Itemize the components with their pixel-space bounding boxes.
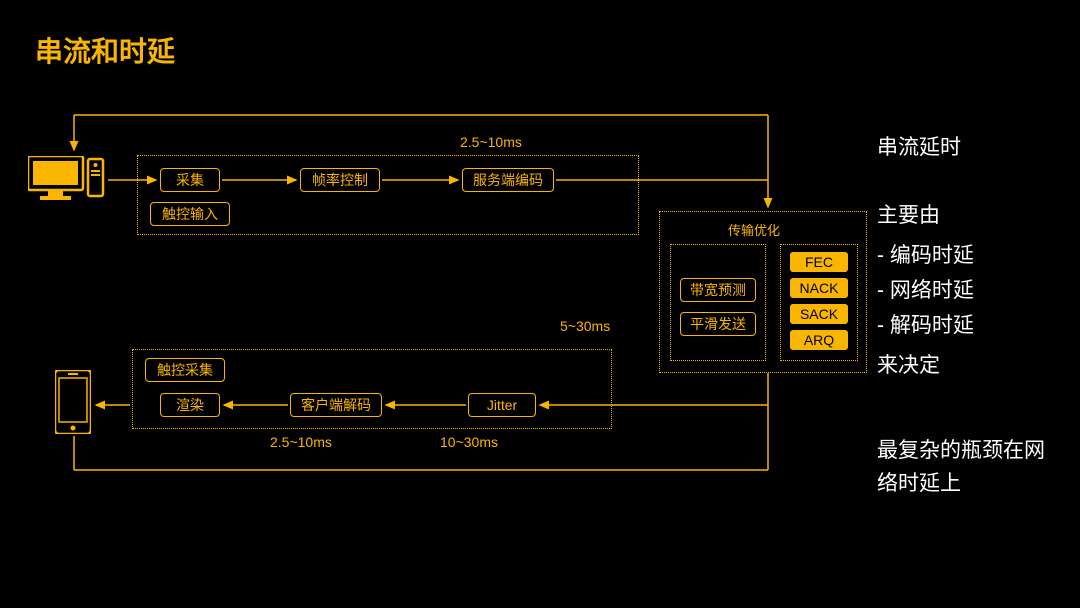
node-server-encode: 服务端编码 — [462, 168, 554, 192]
mid-latency-label: 5~30ms — [560, 318, 610, 334]
side-line-6: 来决定 — [877, 350, 1052, 383]
transmission-title: 传输优化 — [728, 220, 780, 239]
node-render: 渲染 — [160, 393, 220, 417]
node-bw-predict: 带宽预测 — [680, 278, 756, 302]
bottom-left-latency-label: 2.5~10ms — [270, 434, 332, 450]
phone-icon — [55, 370, 91, 434]
side-line-4: - 网络时延 — [877, 275, 1052, 308]
node-smooth-send: 平滑发送 — [680, 312, 756, 336]
node-client-decode: 客户端解码 — [290, 393, 382, 417]
side-line-2: 主要由 — [877, 200, 1052, 233]
node-touch-collect: 触控采集 — [145, 358, 225, 382]
node-arq: ARQ — [790, 330, 848, 350]
side-line-1: 串流延时 — [877, 132, 1052, 165]
page-title: 串流和时延 — [35, 30, 175, 70]
node-capture: 采集 — [160, 168, 220, 192]
side-line-3: - 编码时延 — [877, 240, 1052, 273]
node-nack: NACK — [790, 278, 848, 298]
desktop-icon — [28, 156, 106, 206]
side-line-7: 最复杂的瓶颈在网络时延上 — [877, 435, 1052, 500]
bw-group — [670, 244, 766, 361]
node-touch-input: 触控输入 — [150, 202, 230, 226]
node-sack: SACK — [790, 304, 848, 324]
bottom-right-latency-label: 10~30ms — [440, 434, 498, 450]
node-jitter: Jitter — [468, 393, 536, 417]
top-latency-label: 2.5~10ms — [460, 134, 522, 150]
node-fec: FEC — [790, 252, 848, 272]
node-framerate: 帧率控制 — [300, 168, 380, 192]
side-line-5: - 解码时延 — [877, 310, 1052, 343]
